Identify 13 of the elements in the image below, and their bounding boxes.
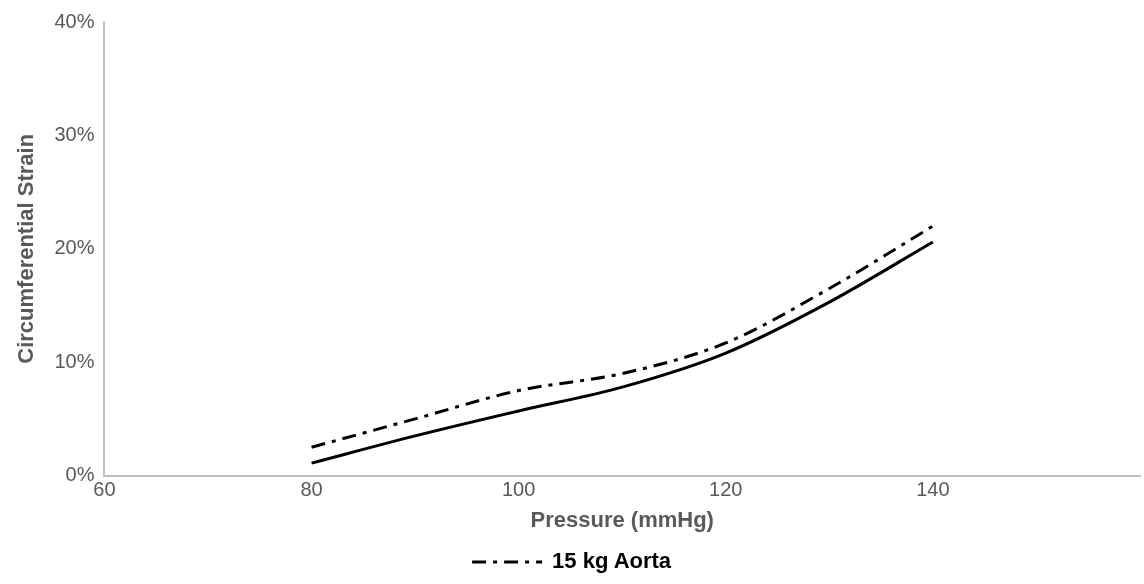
y-tick-label: 30% <box>54 122 95 145</box>
y-tick-label: 20% <box>54 236 95 259</box>
y-axis-title: Circumferential Strain <box>13 133 39 364</box>
y-tick-label: 40% <box>54 9 95 32</box>
y-tick-label: 0% <box>65 463 95 486</box>
x-tick-label: 120 <box>709 478 743 501</box>
legend-label: 15 kg Aorta <box>552 548 672 574</box>
x-tick-label: 80 <box>300 478 323 501</box>
y-tick-label: 10% <box>54 349 95 372</box>
x-tick-label: 100 <box>501 478 536 501</box>
x-tick-label: 60 <box>93 478 116 501</box>
x-tick-label: 140 <box>916 478 950 501</box>
x-axis-title: Pressure (mmHg) <box>530 506 714 532</box>
